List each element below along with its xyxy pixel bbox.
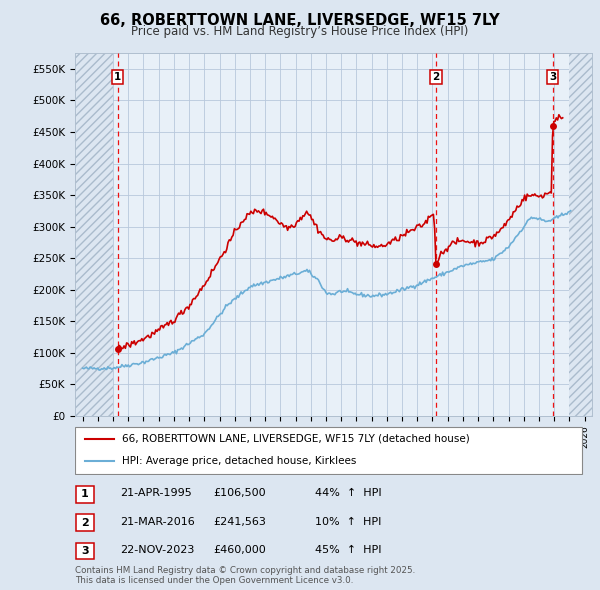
Text: 1: 1 xyxy=(114,72,121,81)
Text: £106,500: £106,500 xyxy=(213,489,266,498)
Text: 66, ROBERTTOWN LANE, LIVERSEDGE, WF15 7LY: 66, ROBERTTOWN LANE, LIVERSEDGE, WF15 7L… xyxy=(100,13,500,28)
Text: £460,000: £460,000 xyxy=(213,545,266,555)
Text: 2: 2 xyxy=(432,72,439,81)
Text: 3: 3 xyxy=(81,546,89,556)
Text: 21-APR-1995: 21-APR-1995 xyxy=(120,489,192,498)
Text: 10%  ↑  HPI: 10% ↑ HPI xyxy=(315,517,382,526)
Text: Price paid vs. HM Land Registry’s House Price Index (HPI): Price paid vs. HM Land Registry’s House … xyxy=(131,25,469,38)
Text: 21-MAR-2016: 21-MAR-2016 xyxy=(120,517,195,526)
Bar xyxy=(76,514,94,531)
Bar xyxy=(76,543,94,559)
Text: Contains HM Land Registry data © Crown copyright and database right 2025.
This d: Contains HM Land Registry data © Crown c… xyxy=(75,566,415,585)
Text: 44%  ↑  HPI: 44% ↑ HPI xyxy=(315,489,382,498)
Text: £241,563: £241,563 xyxy=(213,517,266,526)
Bar xyxy=(76,486,94,503)
Text: 66, ROBERTTOWN LANE, LIVERSEDGE, WF15 7LY (detached house): 66, ROBERTTOWN LANE, LIVERSEDGE, WF15 7L… xyxy=(122,434,469,444)
Text: 2: 2 xyxy=(81,518,89,527)
Bar xyxy=(569,53,592,416)
Text: HPI: Average price, detached house, Kirklees: HPI: Average price, detached house, Kirk… xyxy=(122,456,356,466)
FancyBboxPatch shape xyxy=(75,427,582,474)
Text: 22-NOV-2023: 22-NOV-2023 xyxy=(120,545,194,555)
Bar xyxy=(75,53,113,416)
Text: 45%  ↑  HPI: 45% ↑ HPI xyxy=(315,545,382,555)
Text: 1: 1 xyxy=(81,490,89,499)
Text: 3: 3 xyxy=(549,72,556,81)
